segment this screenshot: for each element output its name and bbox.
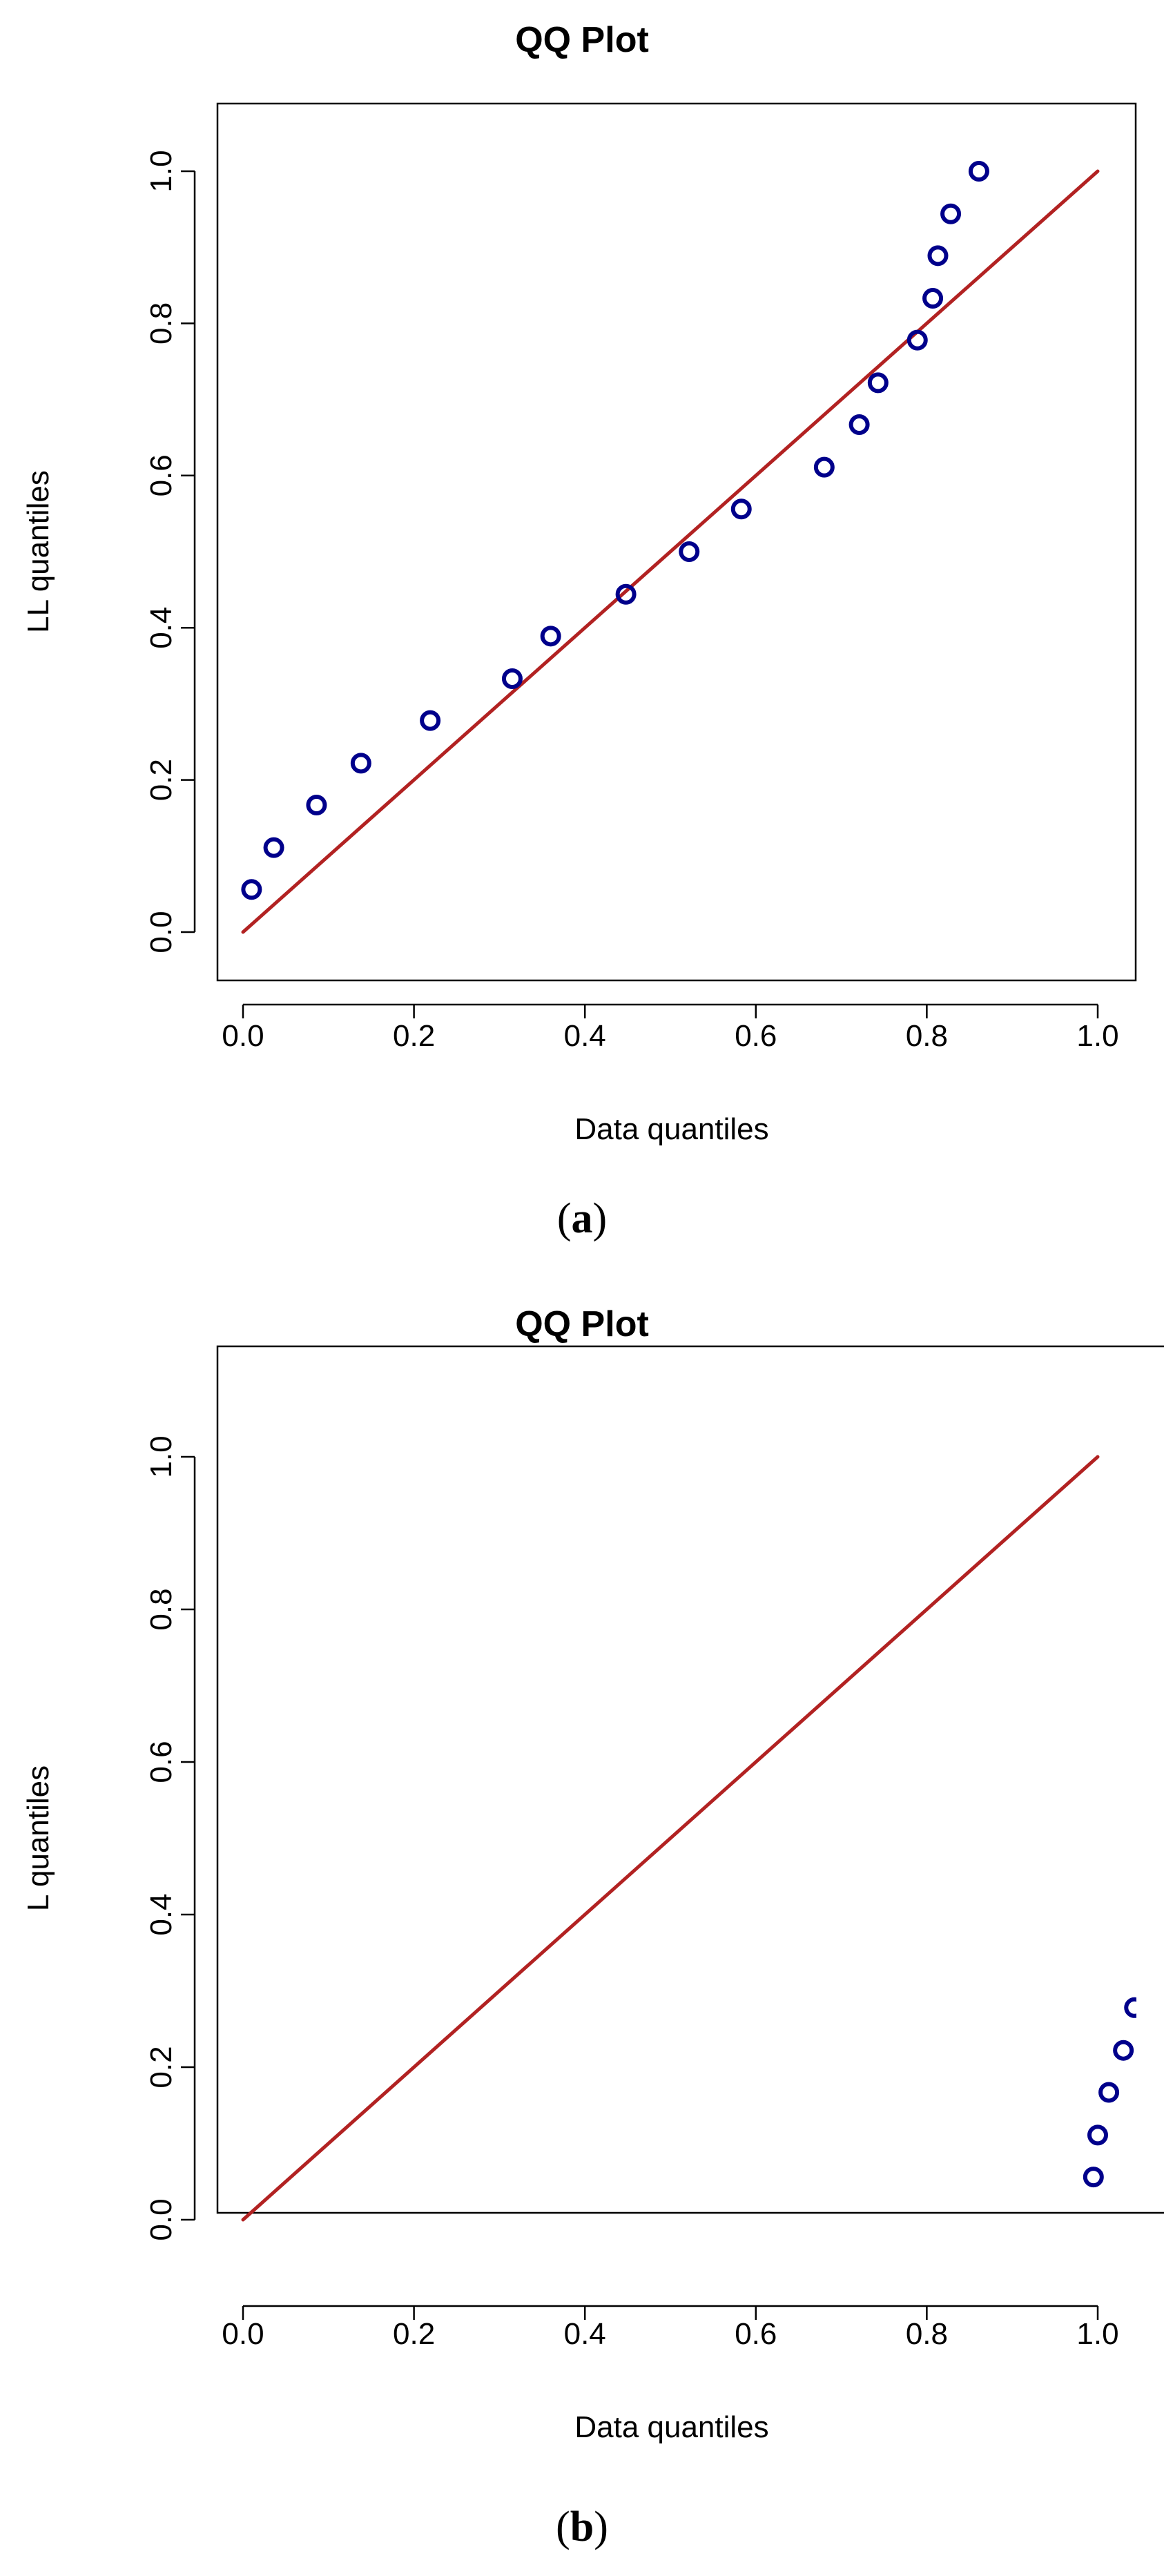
data-point xyxy=(1098,2082,1120,2103)
data-point xyxy=(730,498,752,520)
data-point xyxy=(968,161,989,182)
y-tick-label: 0.8 xyxy=(144,302,178,345)
caption-letter: a xyxy=(572,1195,593,1242)
data-point xyxy=(906,329,928,351)
y-tick-label: 0.8 xyxy=(144,1588,178,1630)
data-point xyxy=(927,245,949,267)
caption-open-paren: ( xyxy=(557,1195,572,1242)
y-axis-title: L quantiles xyxy=(21,1765,55,1911)
caption-letter: b xyxy=(570,2504,594,2550)
x-tick-label: 0.6 xyxy=(735,2317,777,2351)
caption-close-paren: ) xyxy=(594,2504,608,2550)
data-point xyxy=(420,710,441,731)
data-point xyxy=(540,626,561,647)
plot-title: QQ Plot xyxy=(515,1304,649,1344)
x-axis-title: Data quantiles xyxy=(574,2410,768,2444)
x-tick-label: 0.0 xyxy=(222,1019,264,1053)
x-tick-label: 0.4 xyxy=(564,1019,606,1053)
plot-title: QQ Plot xyxy=(515,20,649,60)
y-tick-label: 1.0 xyxy=(144,150,178,192)
y-tick-label: 0.2 xyxy=(144,759,178,801)
qq-plot-panel-b: QQ Plot 0.0 0.2 0.4 0.6 0.8 1.0 0.0 0.2 0.4 0.6 0.8… xyxy=(21,1304,1164,2550)
data-point xyxy=(848,414,870,435)
data-point xyxy=(263,837,284,858)
data-point xyxy=(1083,2167,1104,2188)
data-point xyxy=(679,541,700,562)
x-tick-label: 0.6 xyxy=(735,1019,777,1053)
data-point xyxy=(867,372,889,394)
qq-plot-panel-a: QQ Plot 0.0 0.2 0.4 0.6 0.8 1.0 0.0 0.2 0.4 0.6 0.8… xyxy=(21,20,1137,1242)
data-point xyxy=(241,879,262,900)
y-axis-title: LL quantiles xyxy=(21,470,55,633)
y-tick-label: 0.6 xyxy=(144,1741,178,1783)
data-point xyxy=(306,794,327,815)
x-tick-label: 0.2 xyxy=(393,1019,435,1053)
reference-line xyxy=(241,1455,1100,2222)
y-tick-label: 0.4 xyxy=(144,607,178,649)
y-tick-label: 1.0 xyxy=(144,1435,178,1478)
x-tick-label: 0.0 xyxy=(222,2317,264,2351)
data-point xyxy=(1113,2040,1134,2061)
data-point xyxy=(501,668,523,690)
caption-close-paren: ) xyxy=(593,1195,608,1242)
panel-caption: (a) xyxy=(557,1195,607,1242)
y-tick-label: 0.6 xyxy=(144,454,178,496)
y-tick-label: 0.0 xyxy=(144,911,178,953)
reference-line xyxy=(241,169,1100,934)
panel-caption: (b) xyxy=(556,2504,608,2550)
data-point xyxy=(922,288,944,309)
plot-area xyxy=(241,161,1100,934)
y-tick-label: 0.0 xyxy=(144,2198,178,2240)
data-point xyxy=(940,203,962,224)
caption-open-paren: ( xyxy=(556,2504,570,2550)
y-tick-label: 0.4 xyxy=(144,1893,178,1935)
y-tick-label: 0.2 xyxy=(144,2046,178,2088)
x-tick-label: 1.0 xyxy=(1076,2317,1118,2351)
data-point xyxy=(350,753,371,774)
data-point xyxy=(1087,2124,1108,2146)
data-point xyxy=(813,456,835,478)
x-tick-label: 0.8 xyxy=(906,1019,948,1053)
plot-area xyxy=(241,1455,1136,2222)
data-point xyxy=(1124,1997,1136,2018)
plot-frame xyxy=(216,102,1137,982)
x-tick-label: 0.2 xyxy=(393,2317,435,2351)
data-point xyxy=(615,583,637,605)
x-axis-title: Data quantiles xyxy=(574,1112,768,1146)
x-tick-label: 1.0 xyxy=(1076,1019,1118,1053)
x-tick-label: 0.4 xyxy=(564,2317,606,2351)
x-tick-label: 0.8 xyxy=(906,2317,948,2351)
plot-frame xyxy=(216,1345,1164,2214)
